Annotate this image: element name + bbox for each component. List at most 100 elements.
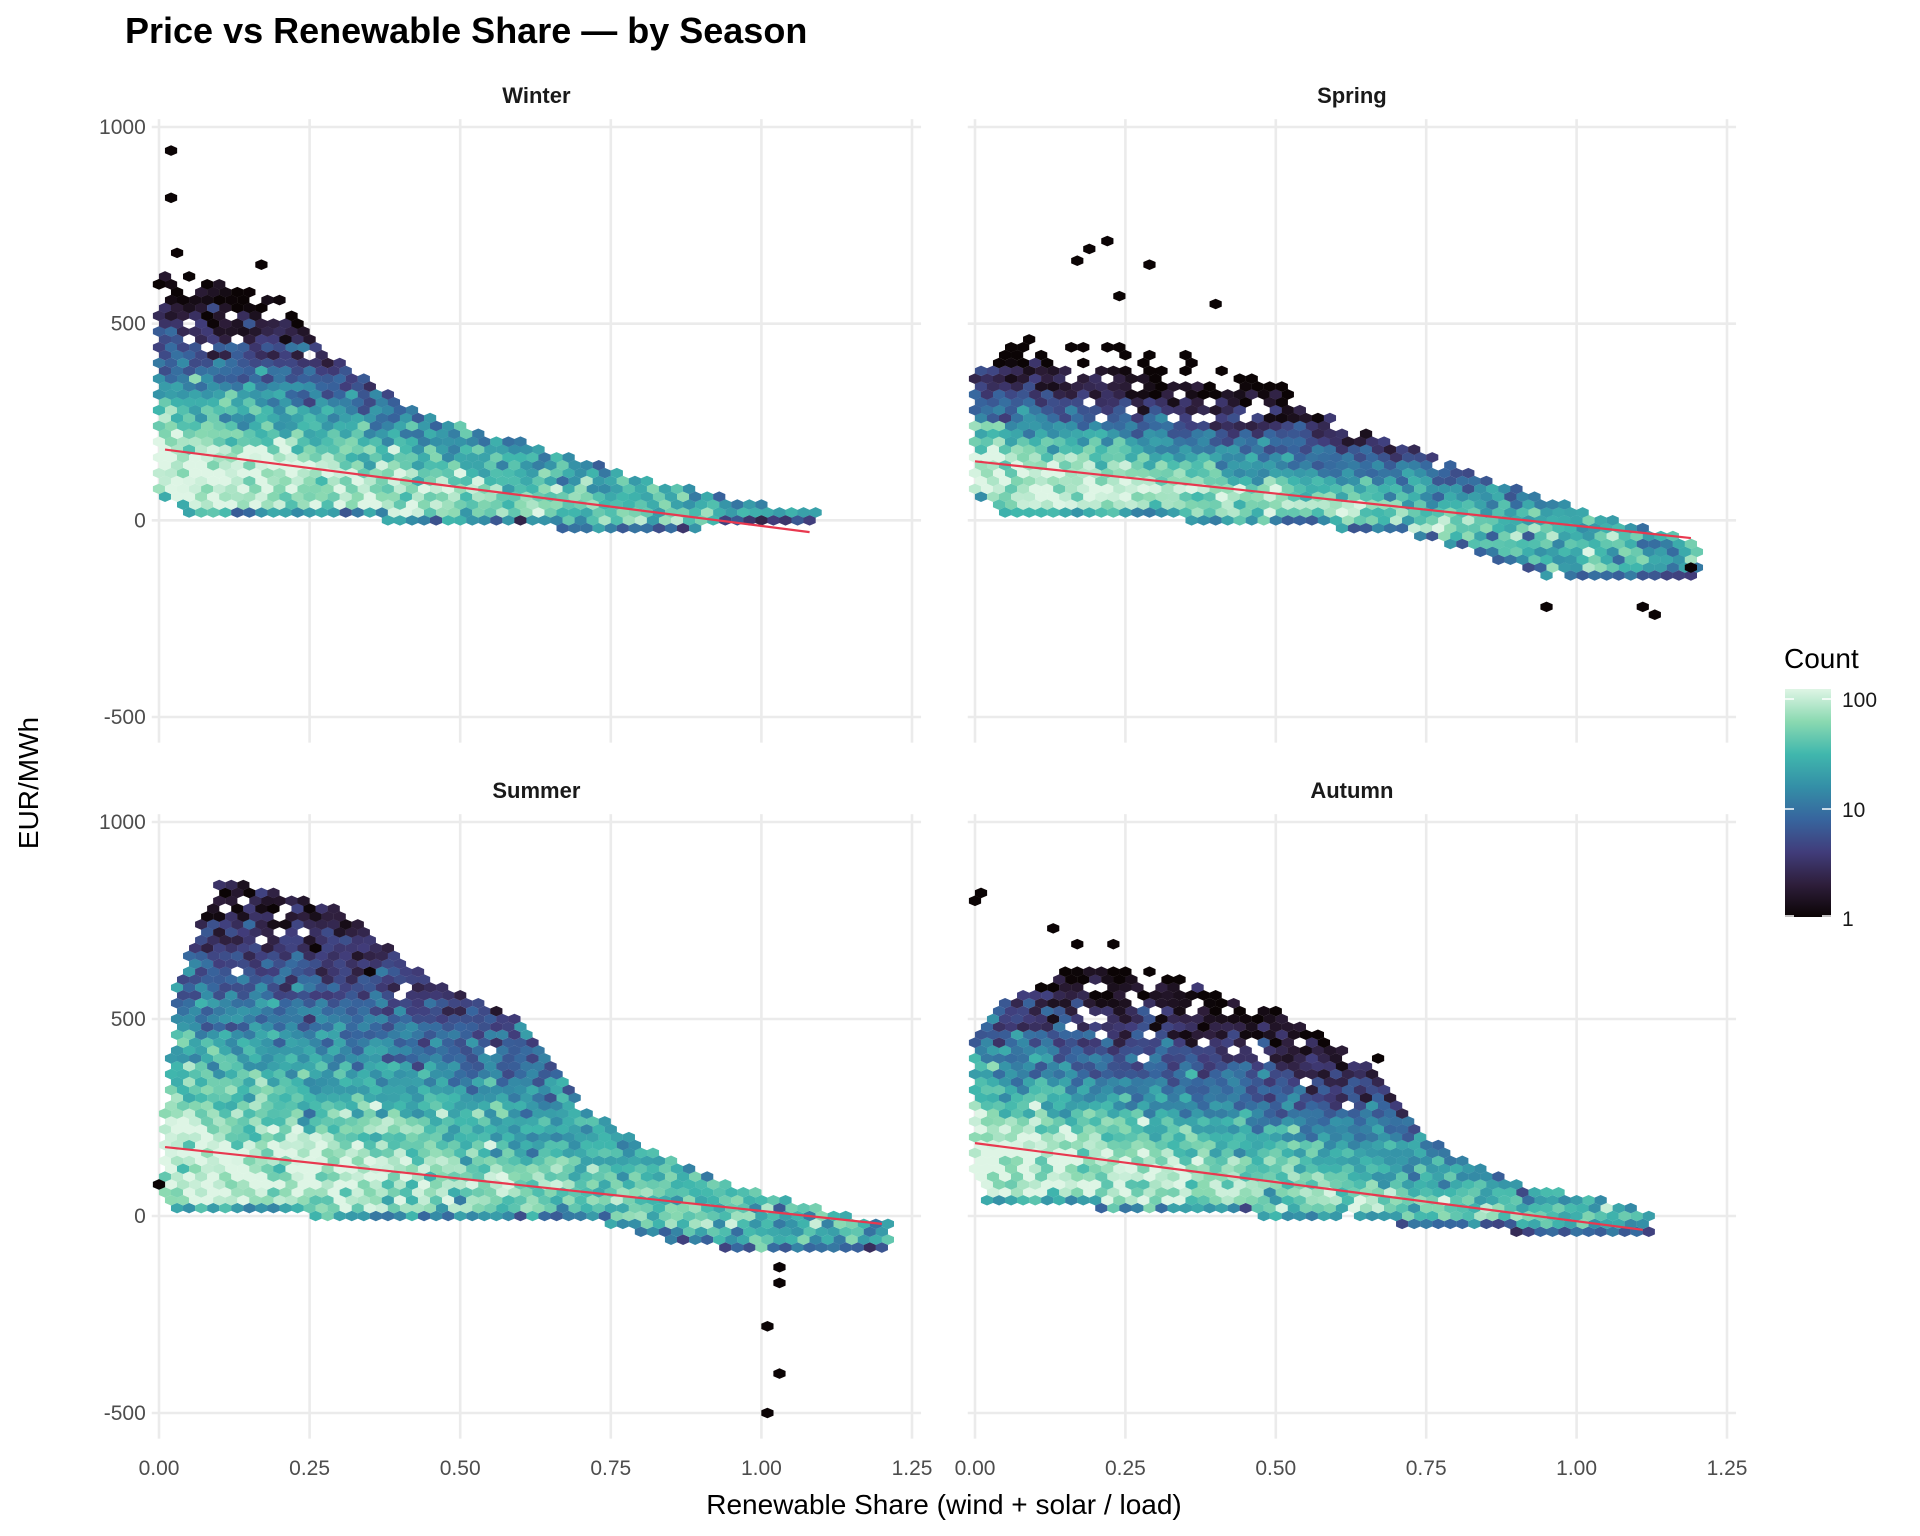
hex-bin (297, 436, 310, 447)
hex-bin (508, 1076, 521, 1088)
hex-bin (1227, 1013, 1240, 1025)
hex-bin (1456, 475, 1469, 487)
hex-bin (309, 1210, 322, 1222)
hex-bin (1209, 1053, 1222, 1064)
hex-bin (1450, 515, 1463, 526)
hex-bin (231, 318, 244, 329)
hex-bin (1600, 1202, 1613, 1214)
hex-bin (297, 1068, 310, 1080)
hex-bin (249, 467, 262, 479)
hex-bin (1029, 1116, 1042, 1127)
hex-bin (201, 499, 214, 510)
hex-bin (574, 483, 587, 495)
hex-bin (1131, 1060, 1144, 1072)
hex-bin (719, 499, 732, 510)
hex-bin (207, 1155, 220, 1167)
hex-bin (719, 1226, 732, 1238)
hex-bin (297, 373, 310, 385)
hex-bin (1371, 1124, 1385, 1135)
hex-bin (1462, 1179, 1475, 1190)
hex-bin (417, 1131, 431, 1143)
hex-bin (1071, 1029, 1084, 1041)
hex-bin (1065, 452, 1078, 463)
hex-bin (1101, 1179, 1114, 1190)
hex-bin (345, 452, 358, 463)
hex-bin (1161, 974, 1174, 985)
hex-bin (1245, 1068, 1258, 1080)
hex-bin (423, 1060, 437, 1072)
hex-bin (1275, 412, 1288, 424)
hex-bin (1113, 1147, 1126, 1159)
hex-bin (1011, 1187, 1024, 1198)
hex-bin (231, 919, 244, 930)
hex-bin (1125, 467, 1138, 479)
hex-bin (195, 1171, 208, 1182)
hex-bin (183, 1076, 196, 1088)
hex-bin (219, 1060, 232, 1072)
hex-bin (1275, 381, 1288, 392)
hex-bin (1432, 1139, 1445, 1151)
hex-bin (291, 381, 304, 392)
hex-bin (255, 1124, 268, 1135)
hex-bin (815, 1242, 828, 1253)
hex-bin (243, 966, 256, 978)
hex-bin (472, 1076, 485, 1088)
hex-bin (1293, 483, 1306, 495)
hex-bin (532, 507, 545, 518)
hex-bin (201, 911, 214, 922)
hex-bin (219, 1202, 232, 1214)
y-tick-label: 1000 (99, 116, 146, 139)
hex-bin (532, 1187, 545, 1198)
hex-bin (297, 1005, 310, 1017)
hex-bin (279, 491, 292, 503)
hex-bin (1095, 997, 1108, 1009)
hex-bin (381, 1068, 395, 1080)
hex-bin (1209, 515, 1222, 526)
hex-bin (1143, 507, 1156, 518)
hex-bin (767, 1226, 780, 1238)
hex-bin (1221, 1037, 1234, 1048)
hex-bin (1522, 562, 1535, 573)
hex-bin (1245, 1163, 1258, 1175)
hex-bin (351, 997, 364, 1009)
hex-bin (237, 879, 250, 891)
hex-bin (164, 1194, 178, 1206)
hex-bin (586, 483, 599, 495)
hex-bin (219, 1155, 232, 1167)
hex-bin (417, 1210, 431, 1222)
hex-bin (1155, 1045, 1168, 1056)
hex-bin (713, 1218, 726, 1230)
hex-bin (1311, 428, 1325, 440)
hex-bin (1227, 1108, 1240, 1119)
hex-bin (1173, 990, 1186, 1001)
hex-bin (496, 1092, 509, 1104)
hex-bin (339, 491, 352, 503)
hex-bin (628, 1202, 641, 1214)
hex-bin (273, 436, 286, 447)
hex-bin (315, 381, 328, 392)
hex-bin (176, 389, 190, 400)
hex-bin (1432, 1218, 1445, 1230)
hex-bin (381, 404, 395, 416)
hex-bin (1293, 452, 1306, 463)
hex-bin (1004, 1147, 1018, 1159)
hex-bin (1215, 507, 1228, 518)
hex-bin (992, 357, 1006, 369)
hex-bin (243, 1202, 256, 1214)
hex-bin (411, 1124, 425, 1135)
hex-bin (369, 404, 382, 416)
hex-bin (351, 1013, 364, 1025)
hex-bin (393, 1147, 407, 1159)
hex-bin (430, 1084, 443, 1096)
hex-bin (339, 1187, 352, 1198)
hex-bin (472, 1108, 485, 1119)
hex-bin (255, 381, 268, 392)
hex-bin (351, 1155, 364, 1167)
hex-bin (291, 1108, 304, 1119)
hex-bin (170, 491, 184, 503)
hex-bin (393, 483, 407, 495)
hex-bin (333, 1179, 346, 1190)
hex-bin (1203, 1013, 1216, 1025)
hex-bin (1287, 1155, 1300, 1167)
hex-bin (303, 966, 316, 978)
